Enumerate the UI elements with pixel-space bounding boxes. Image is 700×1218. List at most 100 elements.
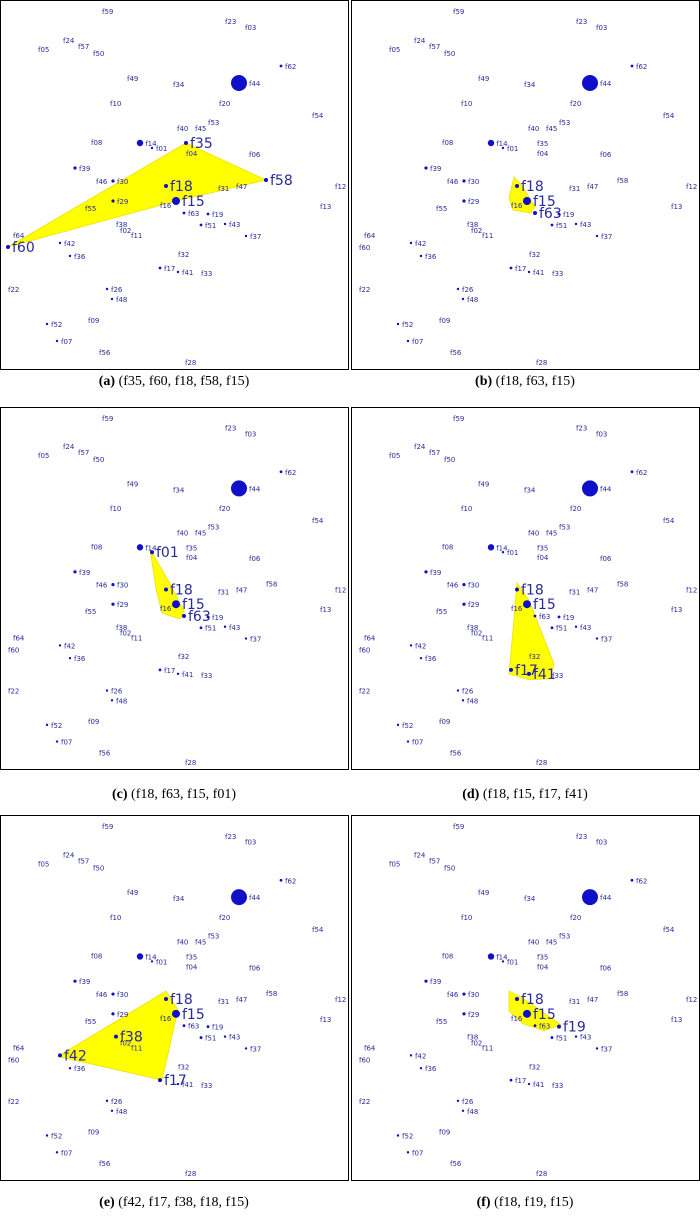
panel-a-label-f15: f15 <box>182 194 205 210</box>
panel-a-label-f42: f42 <box>64 240 75 248</box>
panel-b-label-f36: f36 <box>425 253 437 261</box>
panel-b-label-f48: f48 <box>467 296 478 304</box>
panel-b-point-f26 <box>456 287 460 291</box>
panel-a-label-f32: f32 <box>178 251 189 259</box>
panel-e-caption-text: (f42, f17, f38, f18, f15) <box>118 1195 249 1210</box>
panel-b-label-f39: f39 <box>430 165 441 173</box>
panel-c-label-f42: f42 <box>64 642 75 650</box>
panel-d-point-f42 <box>409 644 413 647</box>
panel-f-label-f62: f62 <box>636 877 647 885</box>
panel-c-label-f55: f55 <box>85 608 96 616</box>
panel-c-label-f36: f36 <box>74 655 86 663</box>
panel-e-label-f51: f51 <box>205 1035 216 1043</box>
panel-f-point-f62 <box>630 878 634 882</box>
panel-a-point-f15 <box>172 197 180 205</box>
panel-b-label-f08: f08 <box>442 139 453 147</box>
panel-b-label-f58: f58 <box>617 177 628 185</box>
panel-e-point-f44 <box>231 889 247 906</box>
panel-b-label-f22: f22 <box>359 286 370 294</box>
panel-c-label-f40: f40 <box>177 530 188 538</box>
panel-a-label-f52: f52 <box>51 321 62 329</box>
panel-e-label-f48: f48 <box>116 1108 127 1116</box>
panel-b-label-f18: f18 <box>521 179 544 195</box>
panel-d-label-f39: f39 <box>430 569 441 577</box>
panel-d-label-f31: f31 <box>569 588 580 596</box>
panel-e-frame <box>0 815 349 1181</box>
panel-b-label-f30: f30 <box>468 178 479 186</box>
panel-b-label-f03: f03 <box>596 24 607 32</box>
panel-f-label-f48: f48 <box>467 1108 478 1116</box>
panel-b-point-f29 <box>462 199 466 203</box>
panel-a-label-f08: f08 <box>91 139 102 147</box>
panel-e-label-f07: f07 <box>61 1149 72 1157</box>
panel-f-point-f19 <box>557 1024 561 1029</box>
panel-d-label-f04: f04 <box>537 554 549 562</box>
panel-a-point-f42 <box>58 241 62 245</box>
panel-e-label-f29: f29 <box>117 1011 128 1019</box>
panel-b-label-f56: f56 <box>450 349 462 357</box>
panel-d-label-f34: f34 <box>524 486 536 494</box>
panel-b-caption: (b) (f18, f63, f15) <box>351 374 699 390</box>
panel-c-caption: (c) (f18, f63, f15, f01) <box>0 787 348 803</box>
panel-e-point-f37 <box>244 1047 248 1050</box>
panel-b-label-f29: f29 <box>468 198 479 206</box>
panel-f-point-f14 <box>487 953 495 960</box>
panel-b-point-f39 <box>424 166 428 170</box>
panel-c-label-f07: f07 <box>61 739 72 747</box>
panel-a-label-f17: f17 <box>164 265 175 273</box>
panel-c-point-f26 <box>105 689 109 692</box>
panel-d-point-f14 <box>487 544 495 551</box>
panel-c-point-f14 <box>136 544 144 551</box>
panel-c-point-f39 <box>73 570 77 574</box>
panel-f-label-f06: f06 <box>600 964 612 972</box>
panel-f-label-f04: f04 <box>537 963 549 971</box>
panel-e-point-f43 <box>223 1035 227 1038</box>
panel-f-label-f05: f05 <box>389 860 400 868</box>
panel-b-label-f33: f33 <box>552 270 563 278</box>
panel-a-label-f24: f24 <box>63 37 75 45</box>
panel-d-point-f39 <box>424 570 428 574</box>
panel-d-label-f41: f41 <box>533 667 556 683</box>
panel-e-label-f39: f39 <box>79 978 90 986</box>
panel-c-label-f12: f12 <box>335 586 346 594</box>
panel-b-label-f44: f44 <box>600 80 612 88</box>
panel-a-label-f35: f35 <box>190 136 213 152</box>
panel-c-point-f62 <box>279 470 283 474</box>
panel-c-label-f23: f23 <box>225 425 236 433</box>
panel-b-label-f46: f46 <box>447 178 459 186</box>
panel-a-point-f07 <box>55 339 59 343</box>
panel-e-point-f52 <box>45 1134 49 1137</box>
panel-b-point-f63 <box>533 211 537 215</box>
panel-e-label-f30: f30 <box>117 991 128 999</box>
panel-f-point-f15 <box>523 1009 531 1018</box>
panel-a-label-f41: f41 <box>182 269 193 277</box>
panel-a-label-f05: f05 <box>38 46 49 54</box>
panel-a-label-f18: f18 <box>170 179 193 195</box>
panel-c-label-f24: f24 <box>63 443 75 451</box>
panel-c-label-f62: f62 <box>285 469 296 477</box>
panel-f-label-f18: f18 <box>521 992 544 1008</box>
panel-a-label-f37: f37 <box>250 233 261 241</box>
panel-a-label-f49: f49 <box>127 75 138 83</box>
panel-f-label-f01: f01 <box>507 958 518 966</box>
panel-e-point-f38 <box>114 1034 118 1039</box>
panel-e-label-f28: f28 <box>185 1170 196 1178</box>
panel-f-point-f41 <box>527 1082 531 1086</box>
panel-a-label-f22: f22 <box>8 286 19 294</box>
panel-e-label-f11: f11 <box>131 1044 142 1052</box>
panel-e-label-f60: f60 <box>8 1056 19 1064</box>
panel-e-label-f34: f34 <box>173 895 185 903</box>
panel-c-label-f15: f15 <box>182 597 205 613</box>
panel-f-frame <box>351 815 700 1181</box>
panel-a-point-f48 <box>110 297 114 301</box>
panel-d-label-f10: f10 <box>461 505 472 513</box>
panel-c-point-f63 <box>182 613 186 618</box>
panel-f-label-f50: f50 <box>444 864 455 872</box>
panel-e-label-f17: f17 <box>164 1073 187 1089</box>
panel-f-label-f26: f26 <box>462 1098 474 1106</box>
panel-e-label-f10: f10 <box>110 914 121 922</box>
panel-a-caption-text: (f35, f60, f18, f58, f15) <box>118 374 250 389</box>
